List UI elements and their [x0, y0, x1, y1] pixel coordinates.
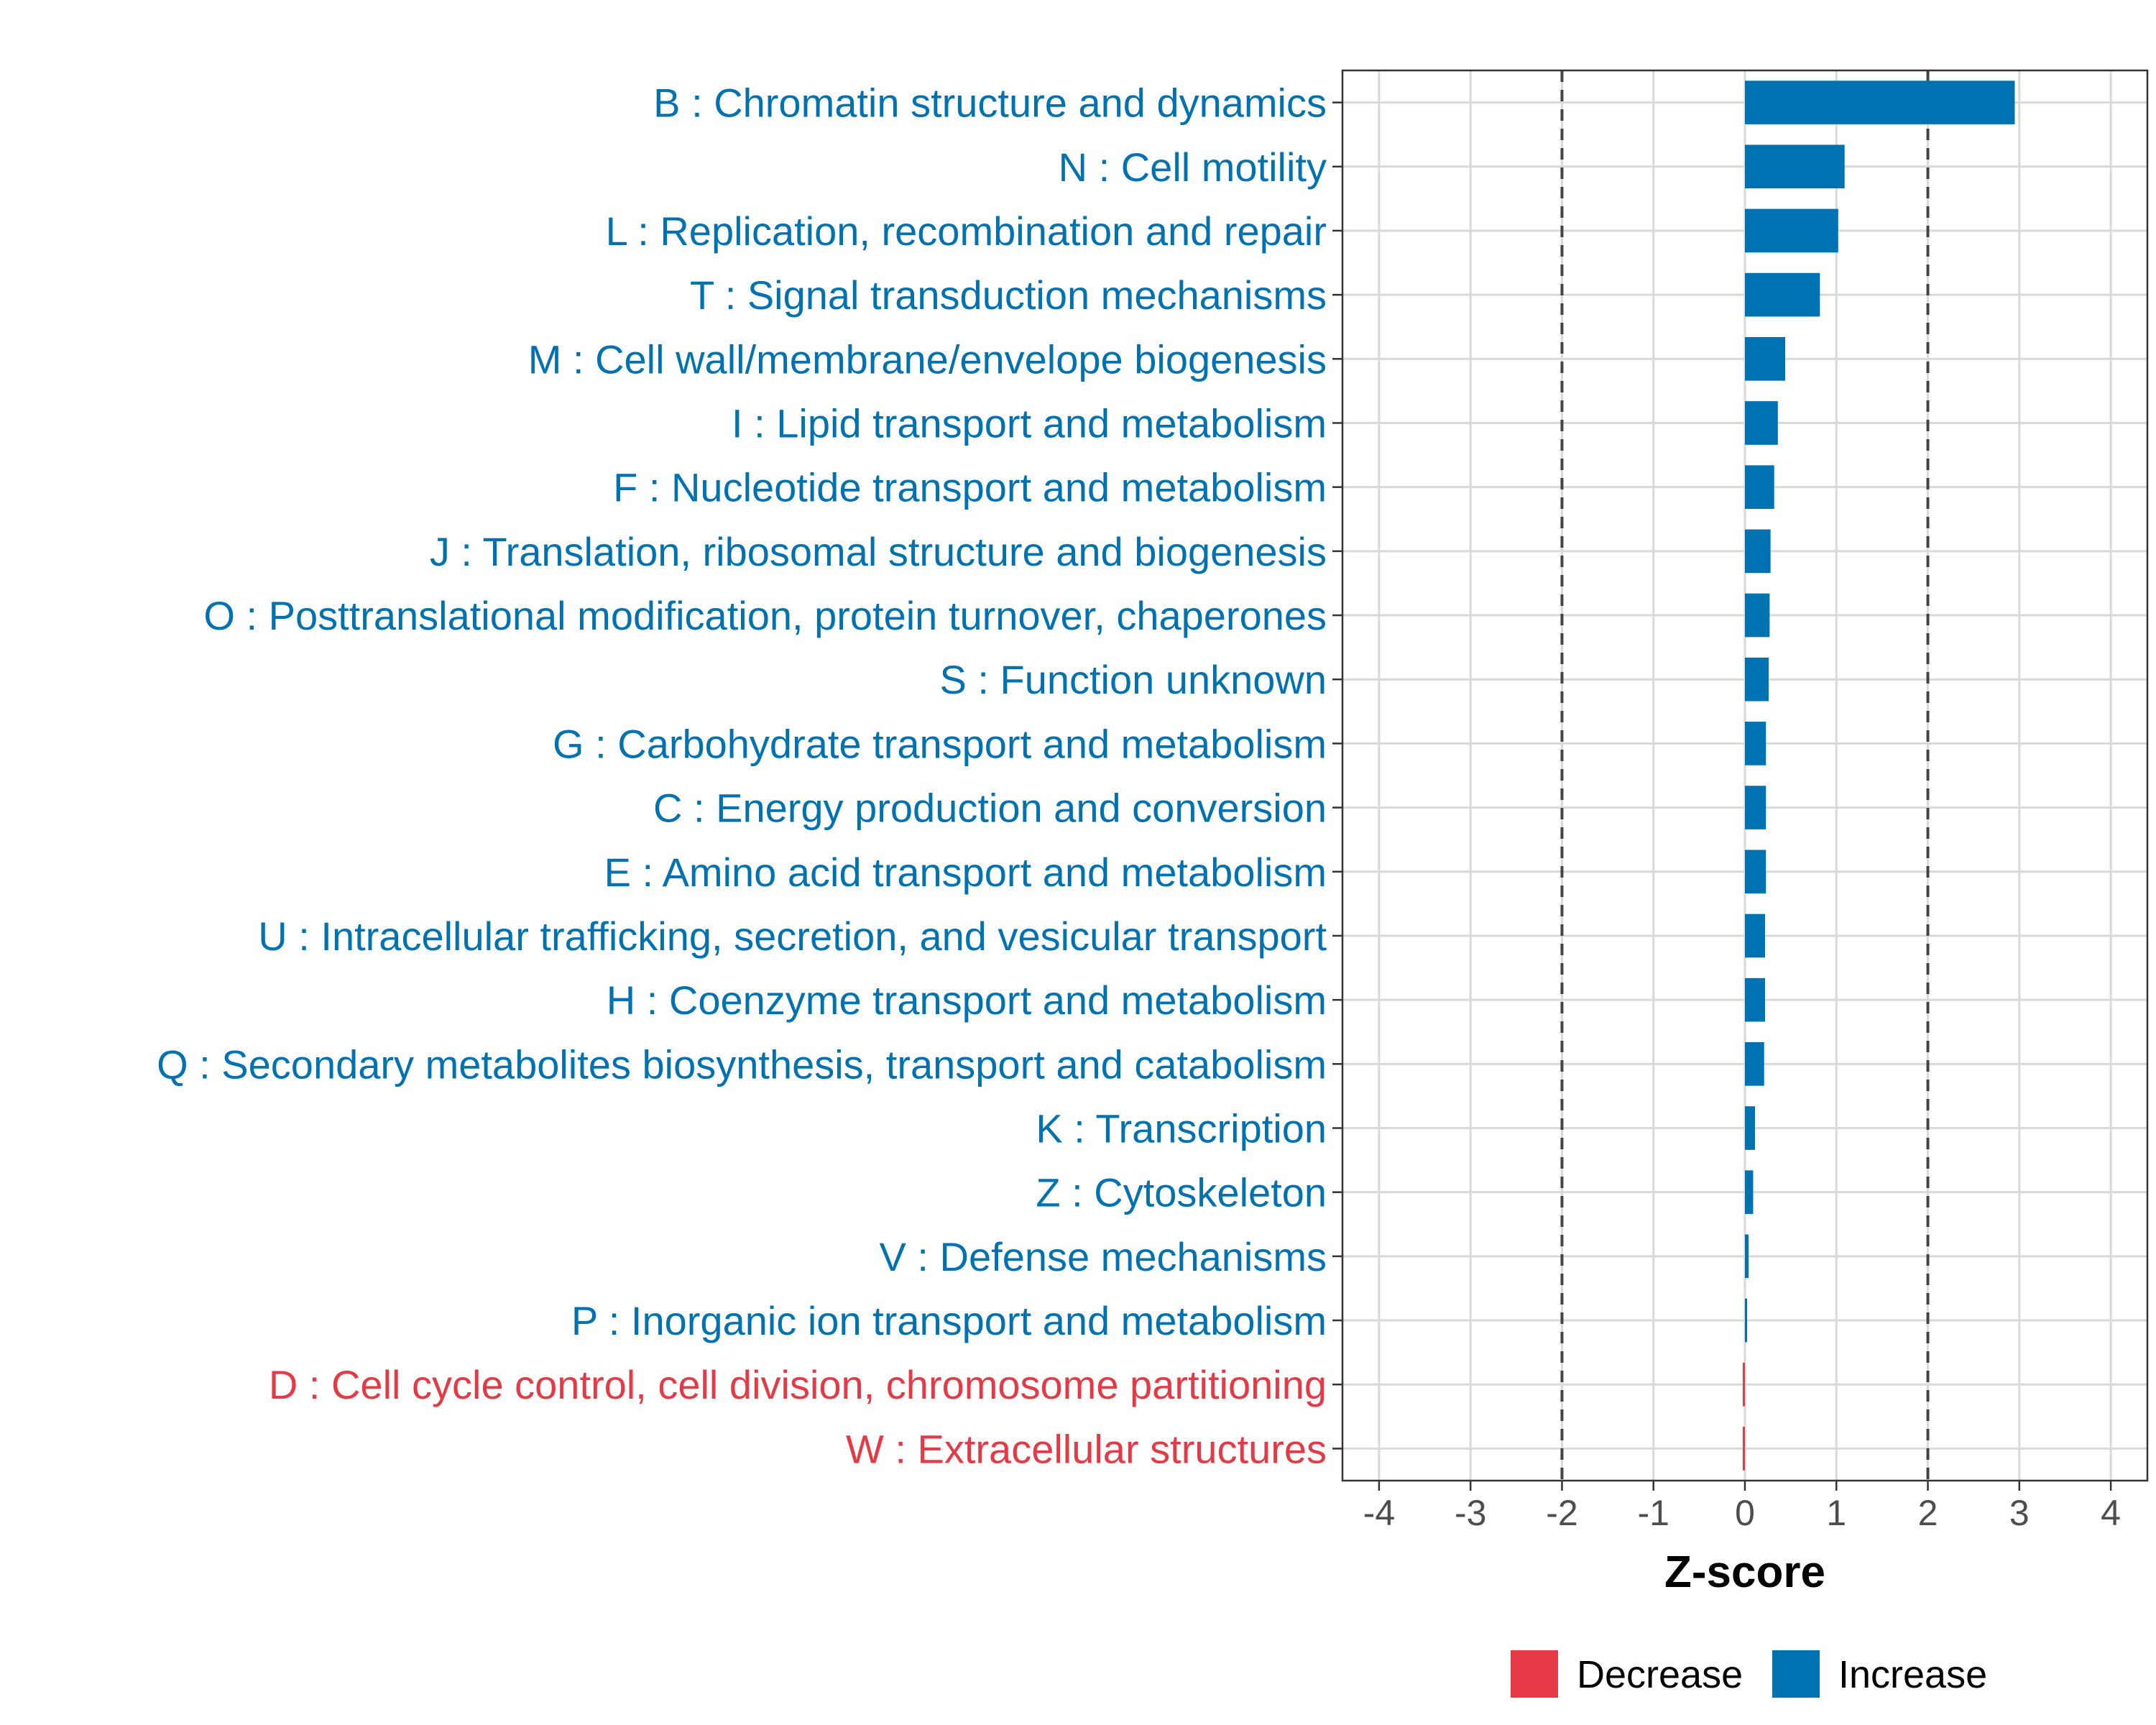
bar — [1745, 978, 1765, 1022]
bar — [1745, 401, 1778, 445]
category-label: N : Cell motility — [1059, 144, 1327, 190]
bar — [1745, 850, 1766, 894]
x-tick-label: 1 — [1826, 1493, 1846, 1533]
bar — [1745, 657, 1769, 702]
category-label: Q : Secondary metabolites biosynthesis, … — [157, 1041, 1327, 1087]
bar — [1743, 1362, 1745, 1407]
category-label: S : Function unknown — [939, 657, 1327, 702]
bar — [1745, 208, 1838, 253]
bar — [1745, 1106, 1755, 1150]
category-label: K : Transcription — [1036, 1106, 1327, 1151]
x-tick-label: -3 — [1455, 1493, 1486, 1533]
category-label: C : Energy production and conversion — [653, 786, 1327, 831]
bar — [1745, 786, 1766, 829]
category-label: F : Nucleotide transport and metabolism — [613, 465, 1327, 510]
legend-label: Decrease — [1577, 1653, 1743, 1696]
category-label: P : Inorganic ion transport and metaboli… — [571, 1298, 1327, 1343]
category-label: U : Intracellular trafficking, secretion… — [258, 914, 1327, 959]
category-label: V : Defense mechanisms — [880, 1234, 1327, 1279]
x-tick-label: 0 — [1735, 1493, 1755, 1533]
bar — [1745, 336, 1785, 381]
bar — [1745, 144, 1845, 189]
x-tick-label: 4 — [2101, 1493, 2121, 1533]
bars — [1743, 80, 2015, 1471]
x-tick-label: -4 — [1363, 1493, 1395, 1533]
x-tick-label: -1 — [1637, 1493, 1669, 1533]
x-axis-ticks — [1378, 1481, 2112, 1491]
x-tick-label: 3 — [2009, 1493, 2030, 1533]
legend: Decrease Increase — [1511, 1650, 1987, 1698]
bar — [1745, 80, 2015, 124]
category-label: D : Cell cycle control, cell division, c… — [269, 1362, 1327, 1407]
bar — [1745, 529, 1771, 574]
category-label: I : Lipid transport and metabolism — [732, 401, 1327, 446]
category-labels: B : Chromatin structure and dynamics N : … — [157, 80, 1327, 1472]
bar — [1745, 593, 1770, 638]
x-tick-label: 2 — [1918, 1493, 1938, 1533]
x-tick-label: -2 — [1546, 1493, 1577, 1533]
bar — [1745, 914, 1765, 958]
category-label: O : Posttranslational modification, prot… — [203, 593, 1327, 638]
legend-key — [1772, 1650, 1820, 1698]
bar — [1743, 1427, 1745, 1471]
bar — [1745, 722, 1766, 765]
category-label: H : Coenzyme transport and metabolism — [607, 978, 1327, 1023]
reference-lines — [1560, 70, 1930, 1481]
x-tick-labels: -4 -3 -2 -1 0 1 2 3 4 — [1363, 1493, 2121, 1533]
y-axis-ticks — [1332, 101, 1342, 1450]
category-label: W : Extracellular structures — [846, 1426, 1327, 1471]
legend-key — [1511, 1650, 1558, 1698]
bar — [1745, 272, 1820, 317]
category-label: L : Replication, recombination and repai… — [606, 208, 1327, 254]
bar — [1745, 1234, 1749, 1279]
category-label: Z : Cytoskeleton — [1036, 1170, 1327, 1215]
bar — [1745, 465, 1774, 510]
category-label: G : Carbohydrate transport and metabolis… — [553, 721, 1327, 766]
bar — [1745, 1041, 1764, 1086]
bar — [1745, 1170, 1754, 1215]
category-label: M : Cell wall/membrane/envelope biogenes… — [528, 336, 1327, 382]
category-label: J : Translation, ribosomal structure and… — [430, 529, 1327, 574]
x-axis-title: Z-score — [1664, 1547, 1825, 1597]
bar — [1745, 1298, 1747, 1343]
legend-label: Increase — [1838, 1653, 1987, 1696]
category-label: E : Amino acid transport and metabolism — [604, 850, 1327, 895]
category-label: T : Signal transduction mechanisms — [690, 272, 1327, 318]
category-label: B : Chromatin structure and dynamics — [653, 80, 1327, 126]
